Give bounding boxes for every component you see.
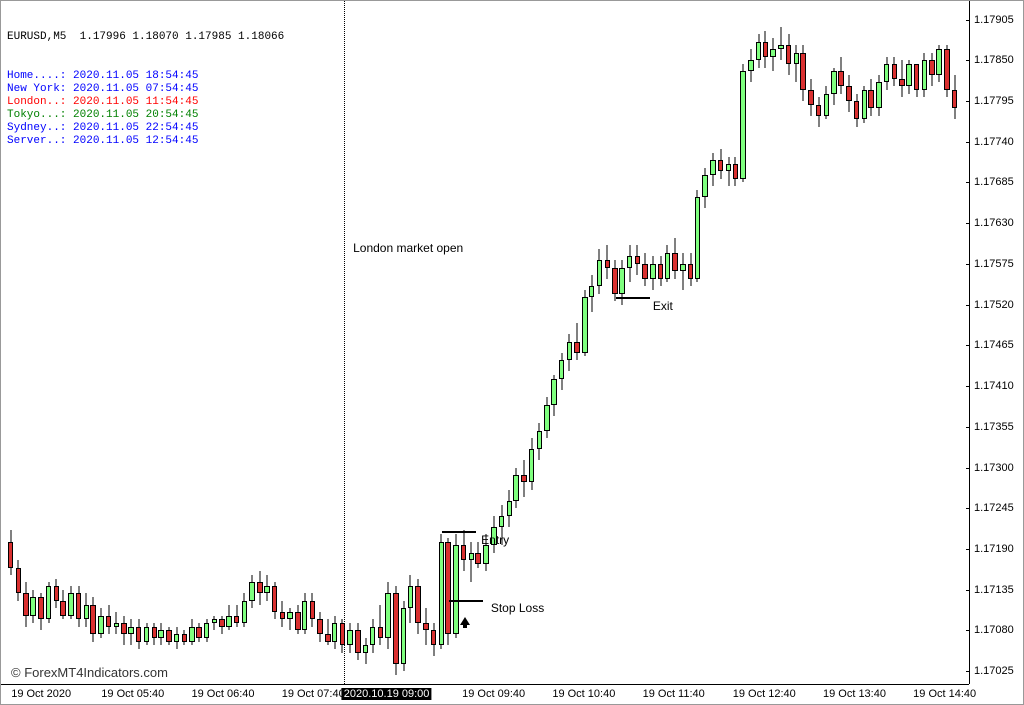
y-axis-label: 1.17740: [974, 136, 1014, 148]
clock-line: London..: 2020.11.05 11:54:45: [7, 96, 284, 109]
time-axis: 19 Oct 2020 19 Oct 05:40 19 Oct 06:40 19 Oc…: [1, 684, 969, 704]
clock-line: Sydney..: 2020.11.05 22:54:45: [7, 122, 284, 135]
marker-line: [449, 600, 483, 602]
y-axis-label: 1.17025: [974, 665, 1014, 677]
marker-line: [442, 531, 476, 533]
y-axis-label: 1.17355: [974, 421, 1014, 433]
x-axis-label: 19 Oct 2020: [11, 688, 71, 700]
x-axis-label: 19 Oct 14:40: [913, 688, 976, 700]
y-axis-label: 1.17190: [974, 543, 1014, 555]
annotation-label: Stop Loss: [491, 601, 544, 615]
price-axis: 1.17905 1.17850 1.17795 1.17740 1.17685 1.176…: [969, 1, 1023, 684]
annotation-label: Entry: [481, 533, 509, 547]
annotation-label: Exit: [653, 299, 673, 313]
arrow-up-icon: [460, 617, 470, 625]
y-axis-label: 1.17850: [974, 54, 1014, 66]
x-axis-label: 19 Oct 10:40: [552, 688, 615, 700]
x-axis-label: 19 Oct 09:40: [462, 688, 525, 700]
watermark: © ForexMT4Indicators.com: [11, 665, 168, 680]
x-axis-label: 19 Oct 13:40: [823, 688, 886, 700]
y-axis-label: 1.17410: [974, 380, 1014, 392]
y-axis-label: 1.17575: [974, 258, 1014, 270]
y-axis-label: 1.17245: [974, 502, 1014, 514]
clock-line: Home....: 2020.11.05 18:54:45: [7, 70, 284, 83]
x-axis-label: 19 Oct 07:40: [282, 688, 345, 700]
symbol-title: EURUSD,M5 1.17996 1.18070 1.17985 1.1806…: [7, 31, 284, 44]
x-axis-label: 19 Oct 05:40: [101, 688, 164, 700]
y-axis-label: 1.17300: [974, 462, 1014, 474]
y-axis-label: 1.17520: [974, 299, 1014, 311]
clock-line: New York: 2020.11.05 07:54:45: [7, 83, 284, 96]
y-axis-label: 1.17465: [974, 339, 1014, 351]
clock-line: Tokyo...: 2020.11.05 20:54:45: [7, 109, 284, 122]
y-axis-label: 1.17795: [974, 95, 1014, 107]
x-axis-label: 19 Oct 12:40: [733, 688, 796, 700]
y-axis-label: 1.17905: [974, 14, 1014, 26]
x-axis-label: 2020.10.19 09:00: [342, 688, 432, 700]
annotation-label: London market open: [353, 241, 463, 255]
y-axis-label: 1.17685: [974, 176, 1014, 188]
chart-header: EURUSD,M5 1.17996 1.18070 1.17985 1.1806…: [7, 5, 284, 174]
y-axis-label: 1.17080: [974, 624, 1014, 636]
marker-line: [616, 297, 650, 299]
y-axis-label: 1.17135: [974, 584, 1014, 596]
clock-line: Server..: 2020.11.05 12:54:45: [7, 135, 284, 148]
chart-window: London market open Entry Stop Loss Exit 1.1…: [0, 0, 1024, 705]
x-axis-label: 19 Oct 06:40: [191, 688, 254, 700]
x-axis-label: 19 Oct 11:40: [643, 688, 705, 700]
y-axis-label: 1.17630: [974, 217, 1014, 229]
session-open-line: [344, 1, 345, 684]
